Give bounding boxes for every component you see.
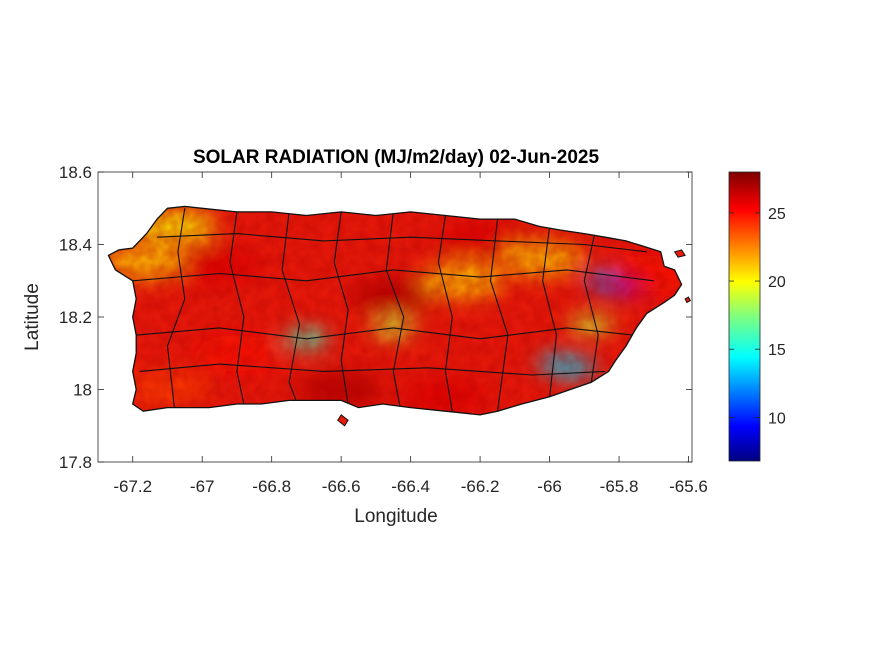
x-tick-label: -65.8 (600, 477, 639, 496)
municipality-boundary (385, 211, 405, 408)
chart-title: SOLAR RADIATION (MJ/m2/day) 02-Jun-2025 (193, 147, 600, 168)
colorbar-tick-label: 15 (768, 342, 786, 359)
municipality-boundary (157, 233, 647, 253)
offshore-islets (337, 249, 691, 427)
municipality-boundary (136, 327, 633, 340)
municipality-boundary (333, 211, 349, 405)
colorbar-gradient (728, 171, 761, 462)
municipality-boundary (132, 269, 654, 282)
y-axis: 17.8 18 18.2 18.4 18.6 (59, 163, 692, 472)
y-tick-label: 18.6 (59, 163, 92, 182)
heatmap-texture (108, 206, 682, 415)
x-tick-label: -67.2 (113, 477, 152, 496)
municipality-boundaries (132, 208, 654, 412)
colorbar-tick-label: 25 (768, 206, 786, 223)
municipality-boundary (583, 233, 599, 383)
y-tick-label: 18.4 (59, 236, 92, 255)
y-tick-label: 18.2 (59, 308, 92, 327)
municipality-boundary (166, 208, 186, 408)
x-tick-label: -66.4 (391, 477, 430, 496)
x-tick-label: -66.6 (322, 477, 361, 496)
municipality-boundary (437, 215, 453, 412)
islet (684, 296, 691, 304)
colorbar: 10 15 20 25 (728, 171, 786, 462)
colorbar-ticks: 10 15 20 25 (729, 206, 786, 427)
x-tick-label: -65.6 (669, 477, 708, 496)
heatmap-area (107, 205, 691, 427)
municipality-boundary (542, 226, 558, 397)
municipality-boundary (139, 363, 606, 376)
municipality-boundary (229, 211, 245, 405)
x-tick-label: -67 (190, 477, 215, 496)
islet (673, 249, 686, 258)
x-axis-label: Longitude (354, 506, 437, 527)
y-tick-label: 17.8 (59, 453, 92, 472)
coastline (107, 205, 683, 416)
x-tick-label: -66.8 (252, 477, 291, 496)
colorbar-tick-label: 10 (768, 410, 786, 427)
islet (337, 414, 349, 427)
y-tick-label: 18 (73, 381, 92, 400)
x-tick-label: -66 (537, 477, 562, 496)
municipality-boundary (281, 211, 301, 401)
colorbar-tick-label: 20 (768, 274, 786, 291)
x-tick-label: -66.2 (461, 477, 500, 496)
x-axis: -67.2 -67 -66.8 -66.6 -66.4 -66.2 -66 -65.8 -65.… (113, 172, 708, 496)
y-axis-label: Latitude (22, 283, 43, 351)
